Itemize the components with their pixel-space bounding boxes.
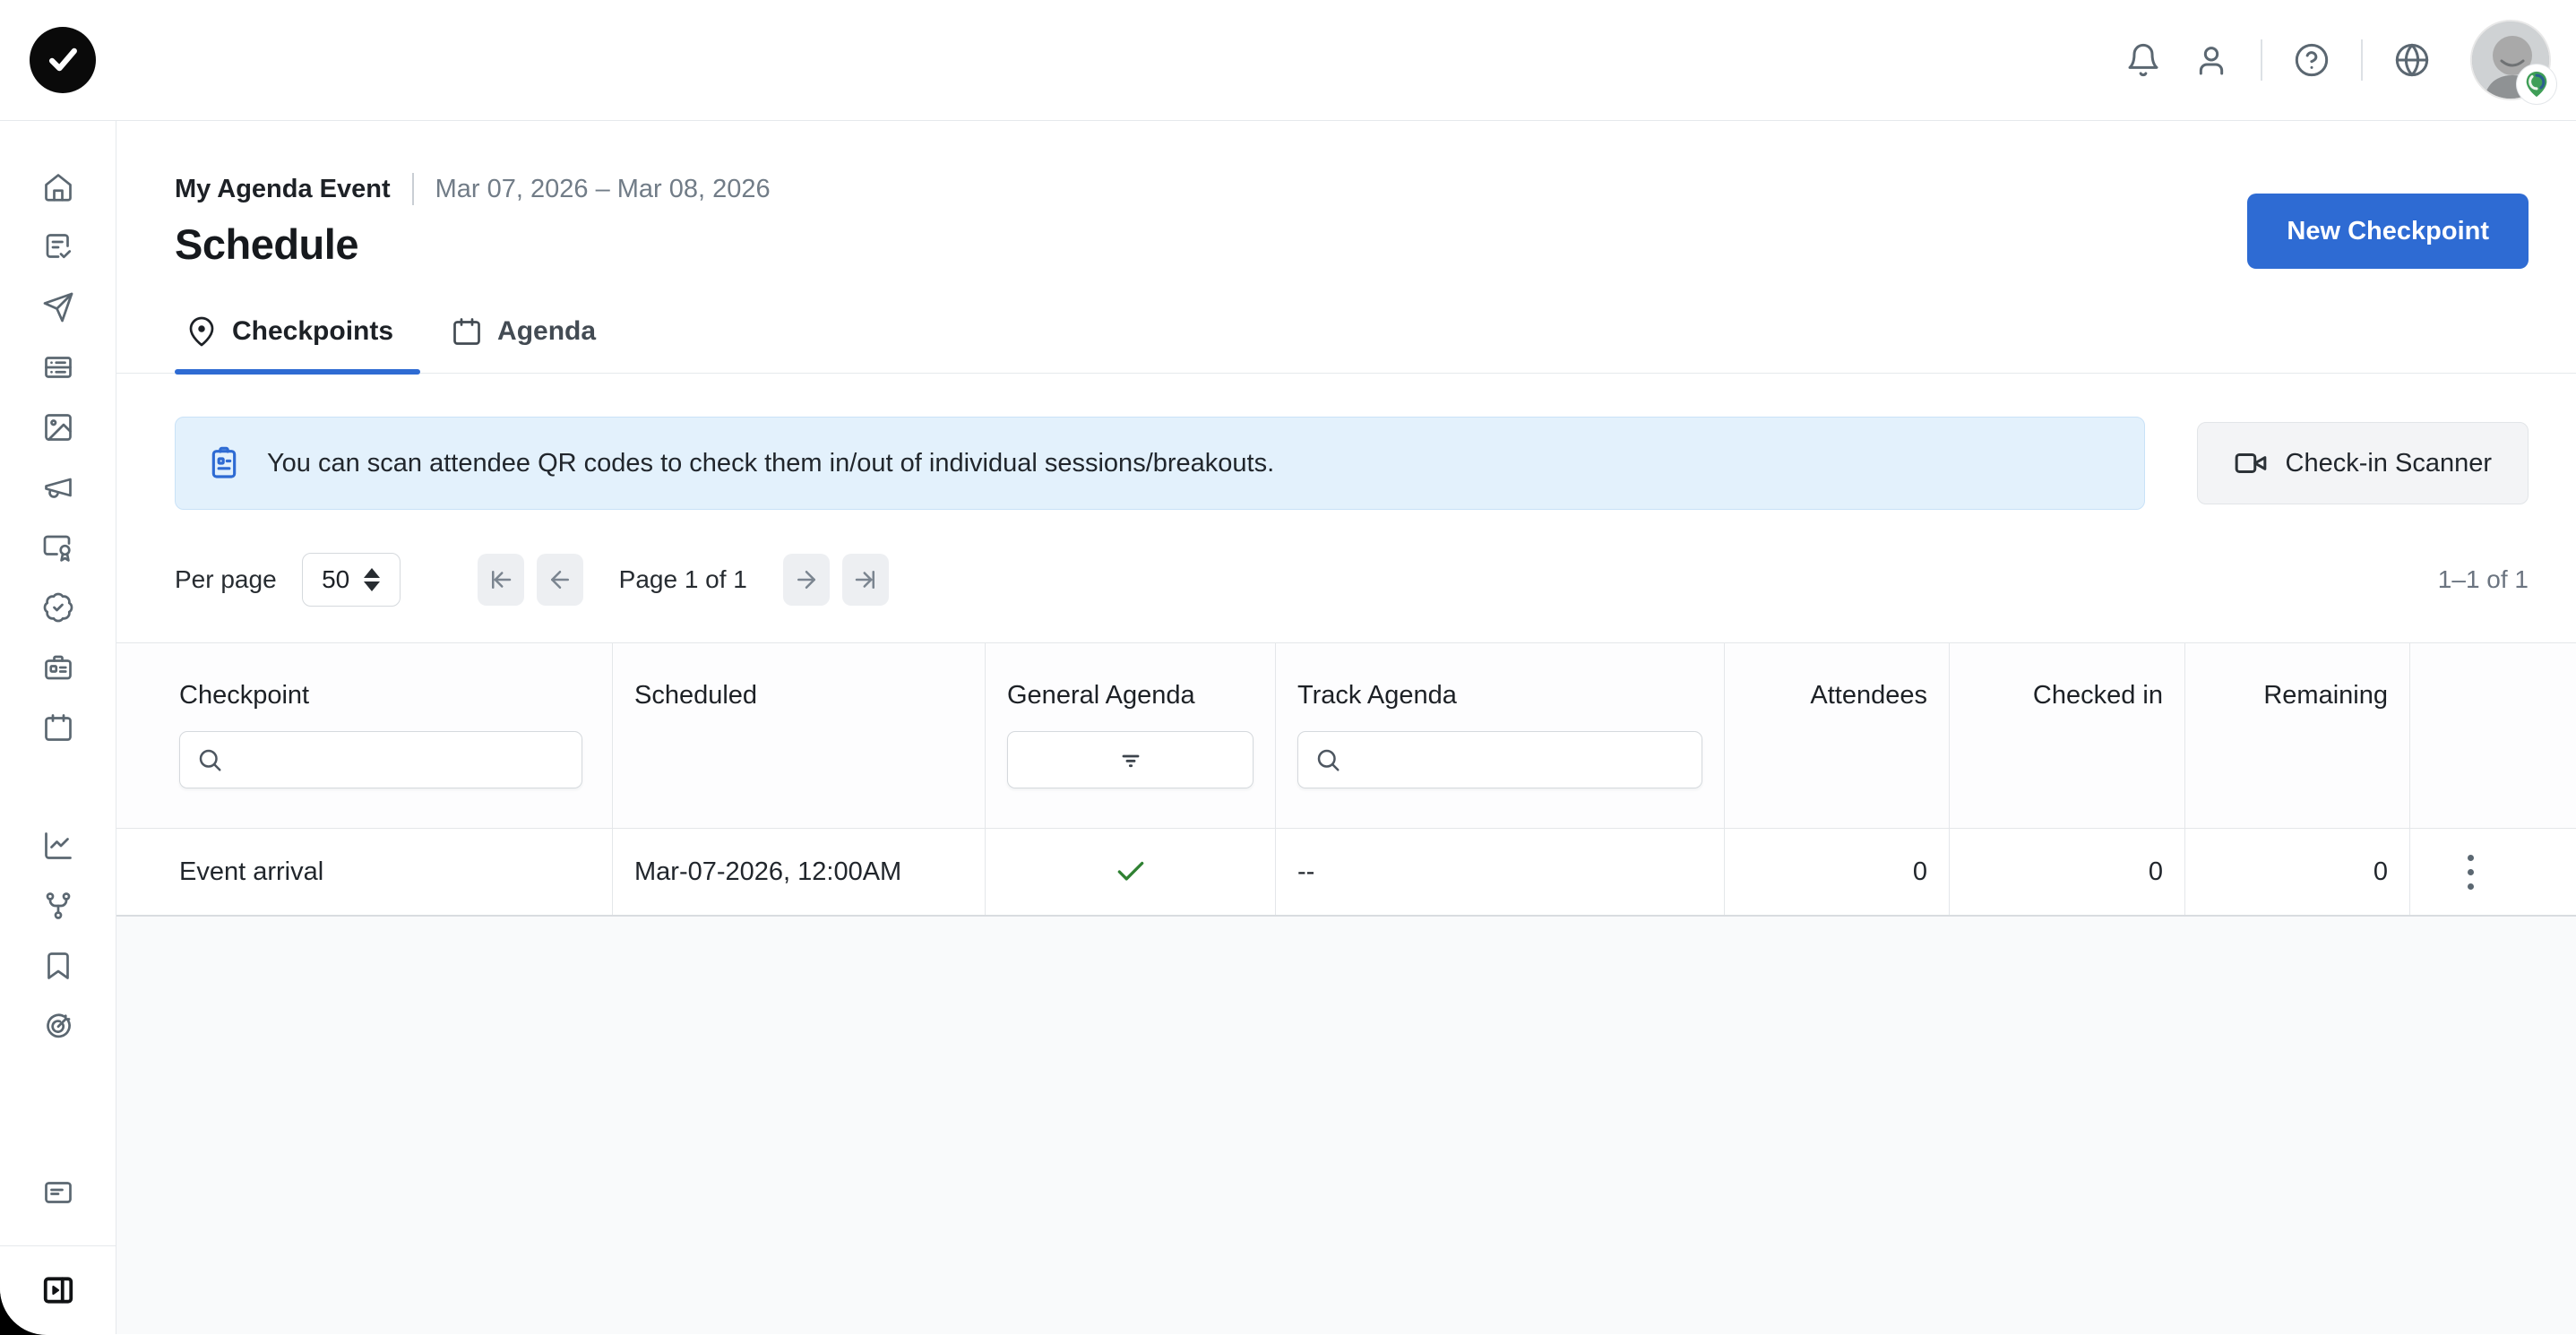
filter-lines-icon [1122,754,1139,768]
column-scheduled: Scheduled [613,643,986,828]
table-header-row: Checkpoint Scheduled General [116,643,2576,828]
sidebar-send-icon[interactable] [27,277,90,337]
notifications-bell-icon[interactable] [2124,41,2162,79]
sidebar-nav [0,121,116,1334]
tab-checkpoints-label: Checkpoints [232,316,394,346]
arrow-left-icon [550,571,569,589]
tab-agenda-label: Agenda [497,316,597,346]
results-range: 1–1 of 1 [2437,565,2529,593]
topbar-divider [2261,39,2262,81]
cell-actions [2410,829,2576,915]
cell-scheduled: Mar-07-2026, 12:00AM [613,829,986,915]
sidebar-sessions-rows-icon[interactable] [27,337,90,397]
column-general-agenda: General Agenda [986,643,1276,828]
user-avatar[interactable] [2470,20,2556,104]
cell-general-agenda-check-icon [986,829,1276,915]
event-date-range: Mar 07, 2026 – Mar 08, 2026 [435,174,771,203]
cell-track-agenda: -- [1276,829,1725,915]
sidebar-media-image-icon[interactable] [27,397,90,457]
qr-clipboard-icon [211,446,237,478]
empty-area [116,917,2576,1334]
map-pin-icon [189,316,214,347]
event-name: My Agenda Event [175,174,391,203]
first-page-icon [491,571,511,589]
checkin-scanner-label: Check-in Scanner [2285,448,2493,478]
search-icon [199,749,221,771]
sidebar-registration-form-icon[interactable] [27,217,90,277]
column-actions [2410,643,2576,828]
info-banner: You can scan attendee QR codes to check … [175,417,2145,510]
cell-checkpoint-name: Event arrival [116,829,613,915]
sidebar-divider [0,1245,116,1246]
table-row[interactable]: Event arrival Mar-07-2026, 12:00AM -- 0 … [116,828,2576,917]
breadcrumb-divider [411,173,414,205]
column-track-agenda: Track Agenda [1276,643,1725,828]
sidebar-feedback-message-icon[interactable] [27,1162,90,1222]
pagination-bar: Per page 50 Page 1 of 1 [116,553,2576,607]
per-page-value: 50 [322,565,350,593]
app-logo-check-icon[interactable] [30,27,96,93]
new-checkpoint-button[interactable]: New Checkpoint [2247,194,2529,269]
tab-checkpoints[interactable]: Checkpoints [175,315,421,375]
track-agenda-search-box [1297,731,1702,788]
account-user-icon[interactable] [2193,41,2230,79]
video-camera-icon [2235,452,2266,474]
help-icon[interactable] [2293,41,2330,79]
last-page-icon [855,571,874,589]
sidebar-bookmark-icon[interactable] [27,935,90,995]
language-globe-icon[interactable] [2393,41,2431,79]
tab-bar: Checkpoints Agenda [175,315,2529,375]
tab-agenda[interactable]: Agenda [440,315,623,373]
page-indicator: Page 1 of 1 [618,565,747,593]
previous-page-button[interactable] [536,554,583,606]
first-page-button[interactable] [477,554,524,606]
checkpoint-search-input[interactable] [234,745,565,774]
column-attendees: Attendees [1725,643,1950,828]
calendar-icon [453,318,480,345]
checkin-scanner-button[interactable]: Check-in Scanner [2196,422,2529,504]
topbar-divider [2361,39,2363,81]
sidebar-expand-panel-icon[interactable] [27,1261,90,1321]
cell-remaining: 0 [2185,829,2410,915]
next-page-button[interactable] [782,554,830,606]
sidebar-name-badge-icon[interactable] [27,637,90,697]
page-title: Schedule [175,220,358,268]
breadcrumb: My Agenda Event Mar 07, 2026 – Mar 08, 2… [175,173,771,205]
cell-attendees: 0 [1725,829,1950,915]
sidebar-badge-check-icon[interactable] [27,577,90,637]
avatar-green-pin-badge [2517,65,2556,104]
track-agenda-search-input[interactable] [1352,745,1685,774]
sidebar-tracks-branch-icon[interactable] [27,875,90,935]
tabs-divider [116,373,2576,374]
column-remaining: Remaining [2185,643,2410,828]
per-page-select[interactable]: 50 [301,553,401,607]
checkpoint-search-box [179,731,582,788]
sidebar-home-icon[interactable] [27,157,90,217]
sidebar-analytics-chart-icon[interactable] [27,815,90,875]
select-updown-icon [364,568,381,591]
sidebar-calendar-icon[interactable] [27,697,90,757]
last-page-button[interactable] [841,554,889,606]
topbar-actions [2124,20,2556,104]
content-area: My Agenda Event Mar 07, 2026 – Mar 08, 2… [116,121,2576,1334]
column-checkpoint: Checkpoint [116,643,613,828]
sidebar-goals-target-icon[interactable] [27,995,90,1055]
cell-checked-in: 0 [1950,829,2185,915]
top-bar [0,0,2576,121]
banner-text: You can scan attendee QR codes to check … [267,448,1275,478]
row-actions-kebab-icon[interactable] [2468,854,2474,890]
checkpoints-table: Checkpoint Scheduled General [116,642,2576,917]
sidebar-certificates-icon[interactable] [27,517,90,577]
column-checked-in: Checked in [1950,643,2185,828]
per-page-label: Per page [175,565,277,593]
search-icon [1317,749,1340,771]
sidebar-announcements-megaphone-icon[interactable] [27,457,90,517]
general-agenda-filter-button[interactable] [1007,731,1254,788]
arrow-right-icon [797,571,815,589]
